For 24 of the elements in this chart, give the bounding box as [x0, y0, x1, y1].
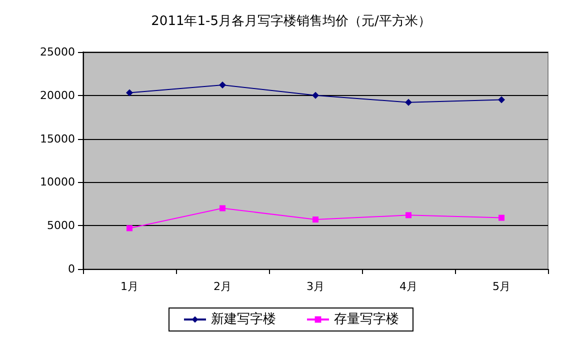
legend-label: 新建写字楼: [211, 311, 276, 327]
y-tick-label: 15000: [40, 132, 75, 146]
point: [126, 225, 132, 232]
y-tick-label: 25000: [40, 46, 75, 58]
point: [312, 216, 318, 223]
x-tick-label: 4月: [400, 280, 418, 293]
x-tick-label: 5月: [492, 280, 510, 293]
point: [498, 96, 505, 104]
point: [406, 212, 412, 218]
point: [220, 205, 226, 212]
point: [498, 214, 504, 221]
y-tick-label: 0: [68, 262, 75, 276]
chart-title: 2011年1-5月各月写字楼销售均价（元/平方米）: [151, 13, 431, 29]
y-tick-label: 10000: [40, 176, 75, 189]
y-tick-label: 5000: [47, 219, 75, 232]
x-tick-label: 2月: [214, 280, 232, 293]
x-tick-label: 3月: [306, 280, 324, 293]
y-tick-label: 20000: [40, 88, 75, 102]
point: [219, 81, 226, 88]
point: [126, 89, 133, 96]
point: [405, 98, 412, 106]
x-tick-label: 1月: [120, 280, 138, 293]
legend-label: 存量写字楼: [334, 311, 399, 327]
point: [312, 92, 319, 99]
